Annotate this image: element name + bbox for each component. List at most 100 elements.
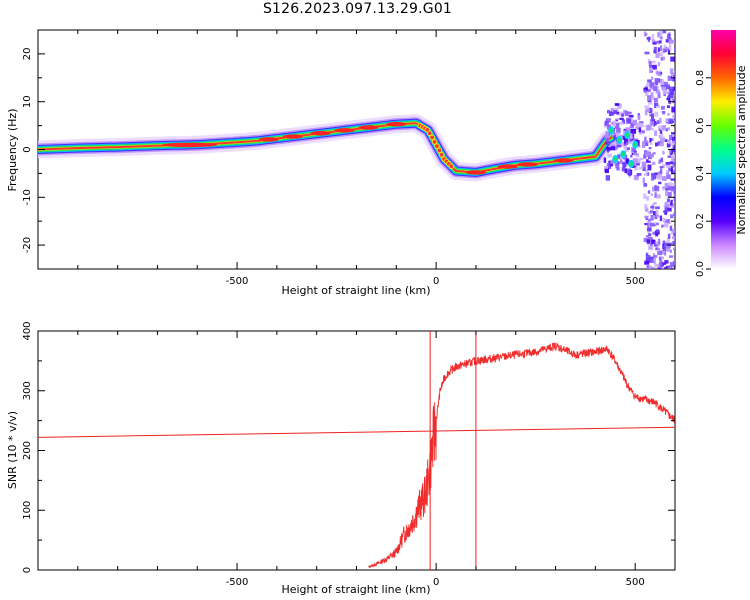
y-tick-label: 200 — [22, 441, 33, 460]
y-tick-label: 0 — [22, 567, 33, 573]
ridge-dot — [448, 163, 454, 169]
noise-cell — [650, 76, 654, 80]
noise-cell — [660, 56, 664, 61]
noise-cell — [624, 111, 629, 117]
noise-cell — [660, 157, 664, 163]
noise-cell — [667, 49, 671, 55]
noise-cell — [673, 190, 675, 195]
noise-cell — [659, 40, 662, 44]
noise-cell — [653, 97, 658, 103]
noise-cell — [664, 260, 669, 264]
noise-cell — [667, 155, 672, 158]
noise-cell — [657, 264, 663, 269]
noise-cell — [616, 167, 620, 171]
noise-cell — [667, 75, 673, 81]
noise-cell — [671, 96, 674, 100]
noise-cell — [630, 128, 636, 132]
noise-cell — [659, 52, 664, 57]
noise-cell — [629, 125, 634, 129]
noise-cell — [627, 111, 632, 115]
noise-cell — [657, 47, 660, 52]
noise-cell — [605, 118, 611, 123]
noise-cell — [658, 134, 662, 138]
noise-cell — [670, 154, 675, 160]
noise-cell — [655, 89, 660, 94]
noise-cell — [659, 141, 664, 147]
noise-cell — [654, 77, 660, 83]
noise-cell — [624, 168, 627, 174]
noise-cell — [647, 124, 652, 127]
noise-cell — [651, 34, 655, 40]
noise-cell — [666, 105, 670, 108]
noise-cell — [643, 193, 647, 199]
noise-cell — [649, 82, 653, 88]
noise-cell — [626, 169, 630, 174]
y-tick-label: -20 — [22, 237, 33, 253]
noise-cell — [655, 105, 660, 109]
colorbar-tick-label: 0.0 — [695, 261, 706, 277]
noise-cell — [635, 126, 638, 129]
noise-cell — [667, 37, 672, 42]
x-tick-label: -500 — [226, 577, 249, 588]
noise-cell — [656, 194, 661, 199]
noise-cell — [648, 147, 652, 150]
noise-cell — [633, 175, 639, 181]
noise-cell — [662, 111, 665, 115]
noise-cell — [645, 108, 651, 112]
noise-cell — [645, 196, 650, 201]
noise-cell — [616, 144, 622, 148]
noise-cell — [649, 154, 654, 158]
noise-cell — [654, 122, 657, 126]
noise-cell — [670, 132, 675, 135]
snr-reference-line — [38, 426, 675, 438]
noise-cell — [649, 210, 654, 214]
noise-cell — [673, 267, 675, 269]
noise-cell — [672, 145, 675, 151]
noise-cell — [649, 142, 653, 145]
noise-cell — [670, 142, 674, 146]
noise-cell — [658, 128, 661, 131]
noise-cell — [643, 31, 646, 37]
noise-cell — [646, 160, 651, 163]
noise-cell — [658, 238, 661, 244]
noise-cell — [648, 268, 653, 269]
noise-cell — [621, 119, 626, 124]
noise-cell — [606, 162, 610, 169]
noise-cell — [630, 128, 633, 135]
noise-cell — [624, 147, 629, 152]
noise-cell — [644, 215, 649, 218]
noise-cell — [659, 30, 663, 36]
noise-cell — [644, 87, 648, 90]
noise-cell — [664, 139, 668, 143]
noise-cell — [638, 127, 642, 133]
noise-cell — [674, 168, 675, 172]
noise-cell — [668, 182, 672, 187]
noise-cell — [607, 124, 612, 130]
noise-cell — [619, 141, 625, 147]
noise-cell — [672, 236, 675, 240]
noise-cell — [662, 240, 666, 245]
x-tick-label: 500 — [626, 276, 645, 287]
noise-cell — [659, 215, 663, 222]
colorbar-tick-label: 0.6 — [695, 118, 706, 134]
noise-cell — [623, 128, 628, 134]
noise-cell — [653, 258, 656, 264]
noise-cell — [673, 75, 675, 79]
noise-cell — [647, 265, 652, 268]
noise-cell — [637, 122, 643, 128]
noise-cell — [662, 150, 665, 155]
noise-cell — [647, 79, 652, 83]
noise-cell — [637, 115, 641, 121]
snr-panel: -500 0 500 0 100 200 300 400 Height of straight… — [6, 321, 676, 596]
noise-cell — [673, 232, 675, 236]
noise-cell — [671, 150, 674, 155]
noise-cell — [656, 229, 660, 233]
noise-cell — [663, 267, 667, 269]
noise-cell — [646, 227, 652, 232]
noise-cell — [654, 230, 660, 235]
noise-cell — [659, 79, 664, 85]
noise-cell — [654, 263, 660, 268]
noise-cell — [664, 243, 670, 249]
noise-cell — [659, 130, 663, 134]
noise-cell — [667, 33, 671, 39]
